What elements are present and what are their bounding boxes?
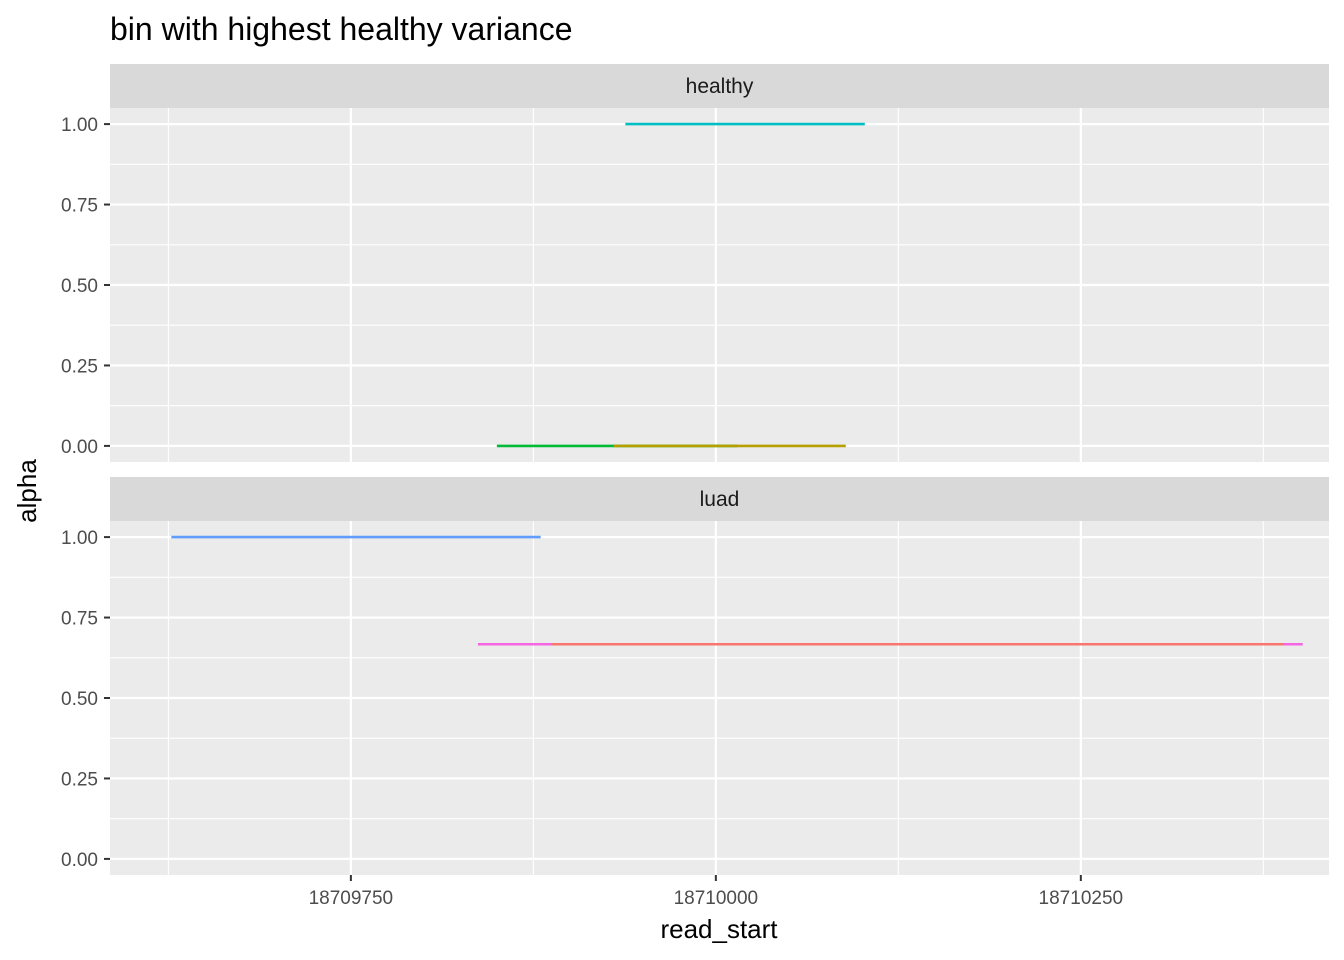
x-tick-label: 18709750 — [309, 888, 394, 909]
y-tick-label: 0.50 — [61, 276, 98, 297]
facet-strip-label: healthy — [686, 75, 754, 98]
x-axis: 18709750 18710000 18710250 — [309, 875, 1123, 909]
y-tick-label: 0.50 — [61, 689, 98, 710]
x-tick-label: 18710000 — [674, 888, 759, 909]
y-tick-label: 1.00 — [61, 528, 98, 549]
y-tick-label: 0.25 — [61, 356, 98, 377]
x-axis-title: read_start — [660, 914, 778, 944]
y-tick-label: 0.75 — [61, 196, 98, 217]
panel-healthy: healthy 0.00 0.25 0.50 0.75 1.00 — [61, 64, 1329, 462]
facet-strip — [110, 64, 1329, 108]
y-tick-label: 1.00 — [61, 115, 98, 136]
facet-panels: healthy 0.00 0.25 0.50 0.75 1.00 luad 0.00 0.25 0… — [61, 64, 1329, 875]
y-tick-label: 0.75 — [61, 609, 98, 630]
facet-strip-label: luad — [700, 488, 740, 511]
y-tick-label: 0.25 — [61, 769, 98, 790]
y-axis-title: alpha — [12, 459, 42, 523]
facet-strip — [110, 477, 1329, 521]
chart-title: bin with highest healthy variance — [110, 11, 573, 47]
y-tick-label: 0.00 — [61, 850, 98, 871]
x-tick-label: 18710250 — [1039, 888, 1124, 909]
y-tick-label: 0.00 — [61, 437, 98, 458]
panel-luad: luad 0.00 0.25 0.50 0.75 1.00 — [61, 477, 1329, 875]
